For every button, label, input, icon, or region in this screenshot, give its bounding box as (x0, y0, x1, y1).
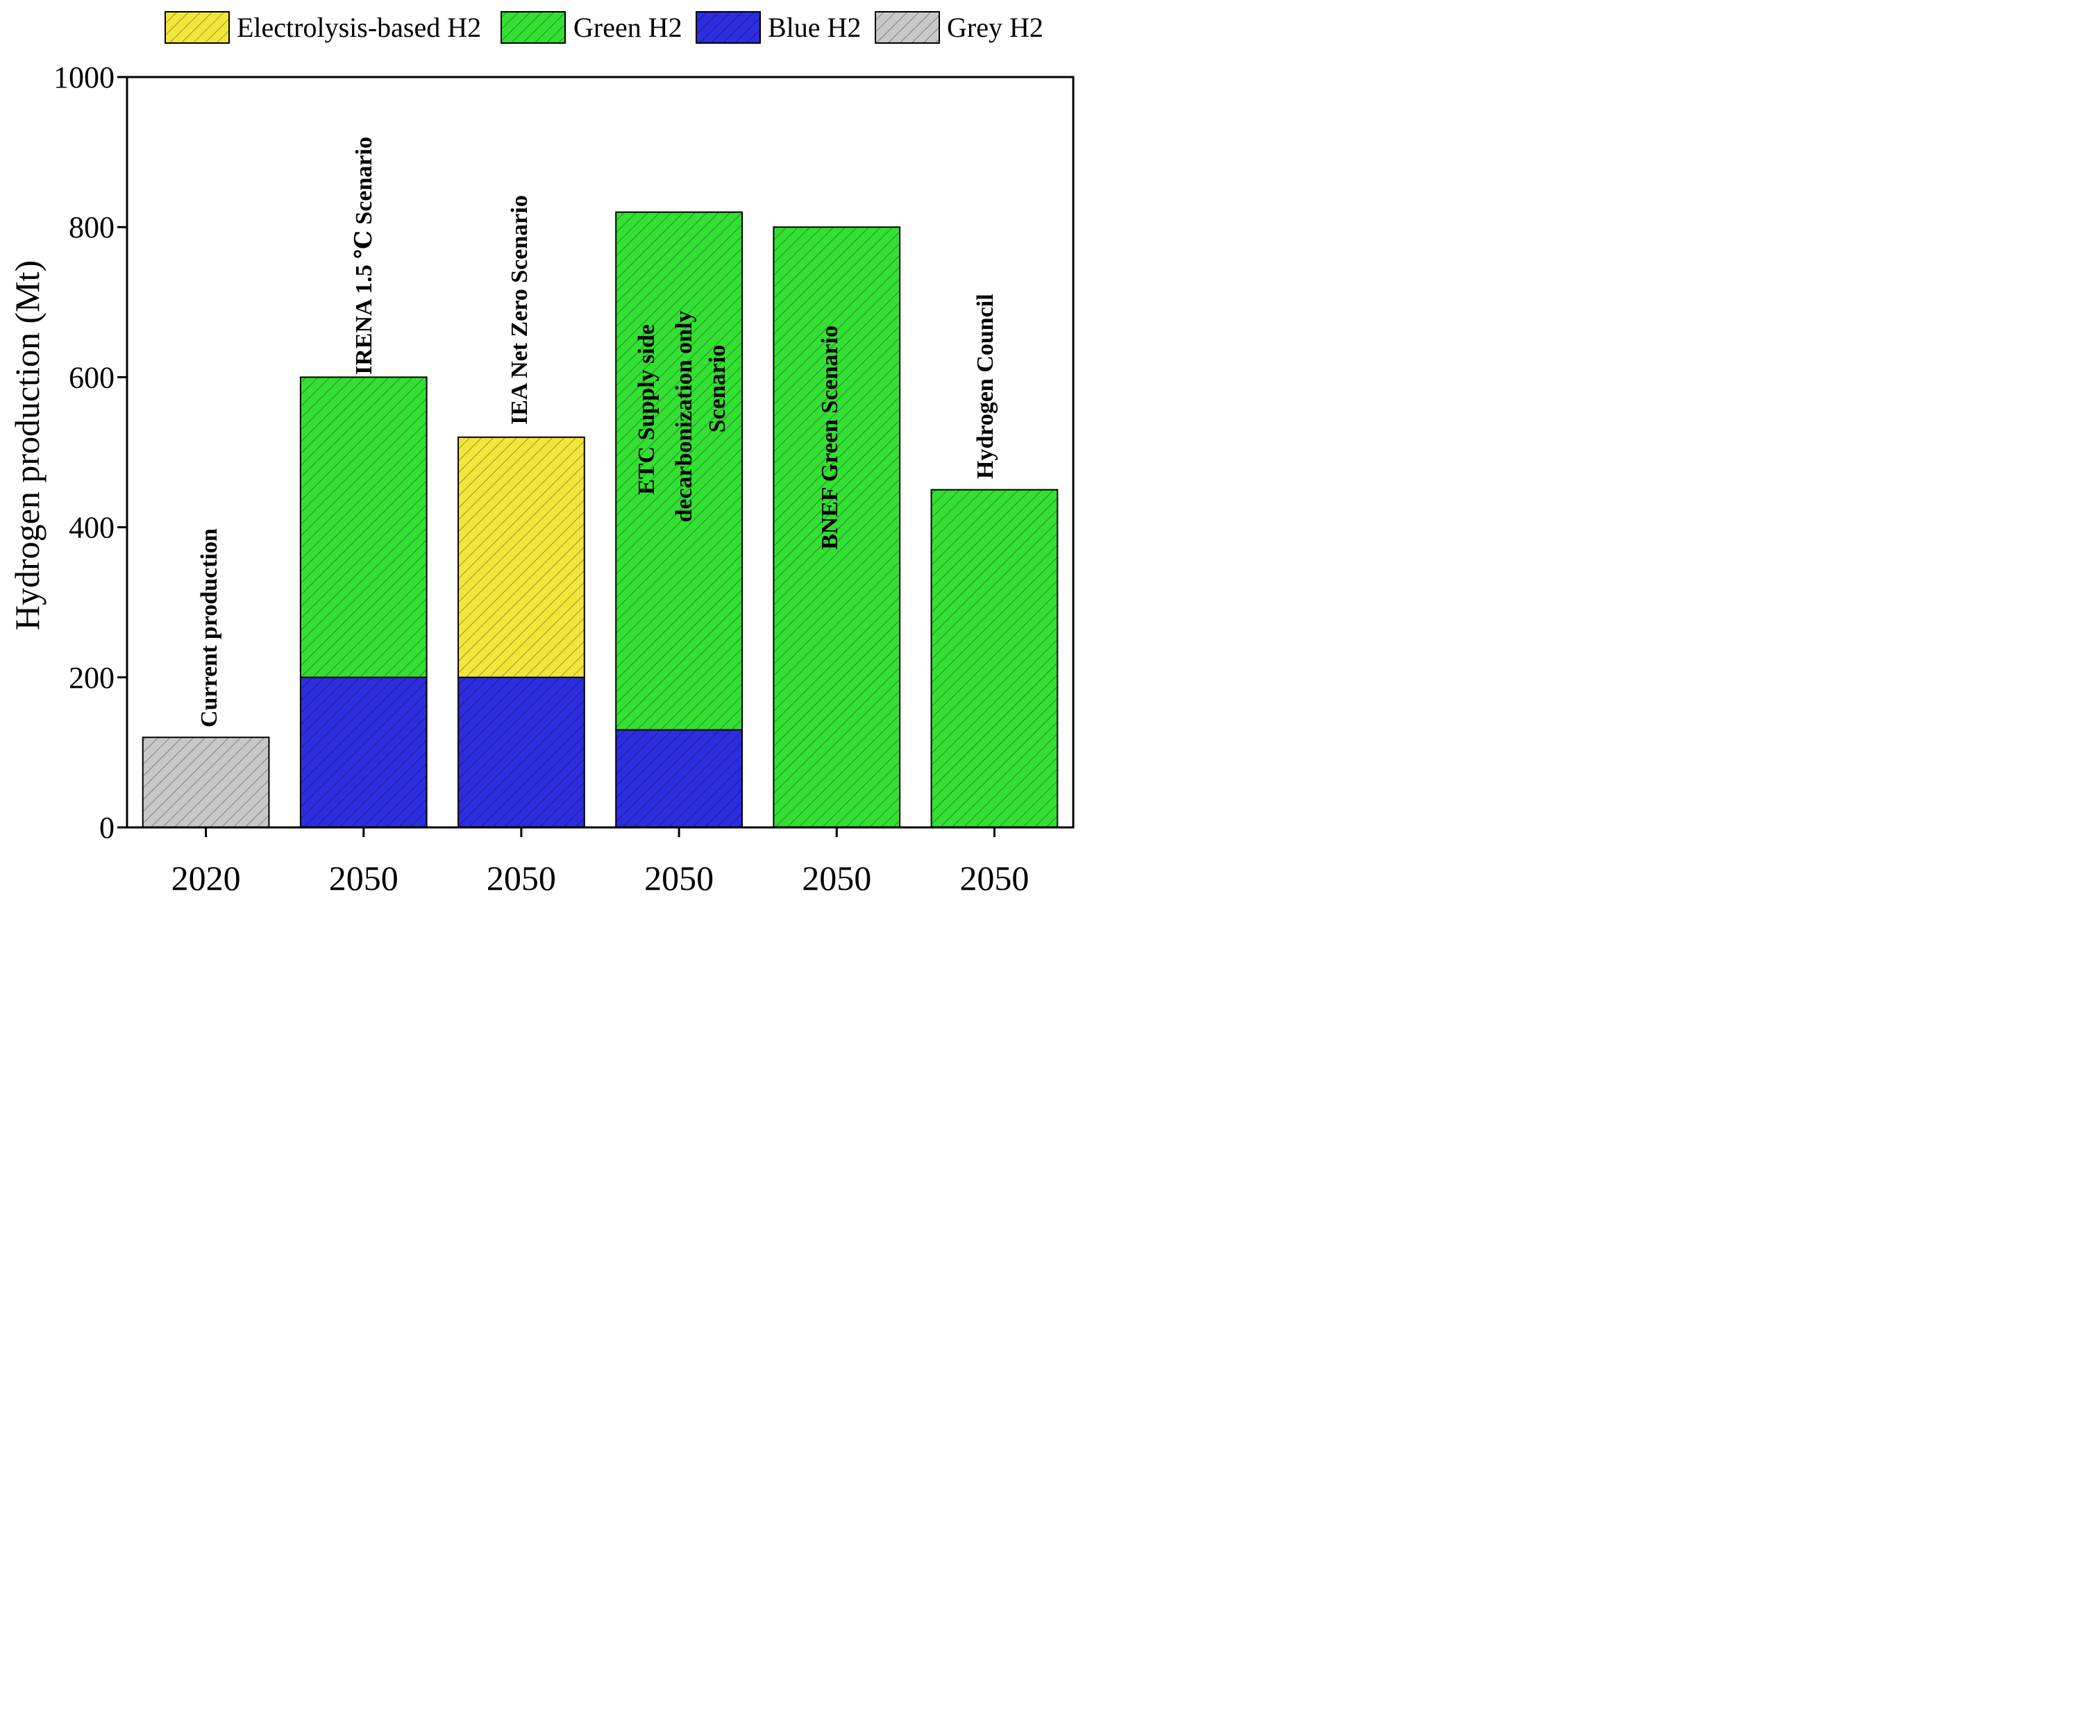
x-tick-label: 2050 (644, 859, 714, 898)
legend-label: Grey H2 (947, 12, 1043, 43)
bar-annotation-line: BNEF Green Scenario (817, 326, 843, 550)
bar-annotation: IRENA 1.5 ℃ Scenario (351, 137, 377, 375)
x-tick-label: 2050 (959, 859, 1029, 898)
bar-annotation: IEA Net Zero Scenario (507, 195, 532, 425)
y-axis-label: Hydrogen production (Mt) (8, 260, 47, 630)
bar-electrolysis-based-h2-3 (457, 436, 585, 678)
legend: Electrolysis-based H2 Green H2 Blue H2 Grey… (165, 11, 1043, 44)
legend-swatch (501, 11, 566, 44)
y-tick-label: 800 (69, 210, 115, 244)
chart-canvas: 0 200 400 600 800 1000 2020 2050 2050 2050 2050 205… (8, 11, 1075, 898)
legend-item-blue-h2: Blue H2 (696, 11, 861, 44)
bar-annotation-line: Hydrogen Council (973, 294, 998, 479)
legend-item-grey-h2: Grey H2 (875, 11, 1043, 44)
bar-blue-h2-3 (457, 676, 585, 828)
legend-swatch (875, 11, 940, 44)
bar-green-h2-4 (615, 211, 743, 731)
x-tick-label: 2050 (487, 859, 556, 898)
bar-blue-h2-2 (299, 676, 428, 828)
y-tick-label: 600 (69, 360, 115, 394)
plot-frame (126, 76, 1075, 829)
bar-annotation-line: Scenario (705, 345, 730, 433)
bar-grey-h2-1 (142, 736, 270, 829)
bar-annotation: Current production (196, 528, 222, 727)
legend-item-green-h2: Green H2 (501, 11, 682, 44)
legend-swatch (696, 11, 761, 44)
bar-blue-h2-4 (615, 729, 743, 828)
bar-annotation-line: ETC Supply side (634, 324, 660, 495)
chart: 0 200 400 600 800 1000 2020 2050 2050 2050 2050 205… (0, 0, 1086, 898)
x-tick-label: 2020 (171, 859, 241, 898)
bar-green-h2-5 (773, 226, 901, 828)
legend-item-electrolysis-based-h2: Electrolysis-based H2 (165, 11, 481, 44)
bar-green-h2-6 (930, 489, 1059, 828)
legend-swatch (165, 11, 230, 44)
axes-layer: 0 200 400 600 800 1000 2020 2050 2050 2050 2050 205… (53, 60, 1075, 898)
bar-annotation-line: Current production (196, 528, 222, 727)
bar-annotation-line: IRENA 1.5 ℃ Scenario (351, 137, 377, 375)
annotations-layer: Current production IRENA 1.5 ℃ Scenario IE… (196, 137, 998, 727)
bar-annotation: Hydrogen Council (973, 294, 998, 479)
bar-annotation-line: decarbonization only (671, 310, 697, 522)
y-tick-label: 0 (99, 811, 115, 845)
bar-green-h2-2 (299, 376, 428, 678)
y-tick-label: 200 (69, 661, 115, 695)
bar-annotation: BNEF Green Scenario (817, 326, 843, 550)
legend-label: Electrolysis-based H2 (237, 12, 481, 43)
x-tick-label: 2050 (802, 859, 871, 898)
bar-annotation: ETC Supply side decarbonization only Scena… (634, 310, 730, 522)
legend-label: Blue H2 (768, 12, 861, 43)
bars-layer (142, 211, 1059, 829)
legend-label: Green H2 (573, 12, 682, 43)
y-tick-label: 400 (69, 511, 115, 545)
x-tick-label: 2050 (329, 859, 398, 898)
y-tick-label: 1000 (53, 60, 115, 94)
bar-annotation-line: IEA Net Zero Scenario (507, 195, 532, 425)
